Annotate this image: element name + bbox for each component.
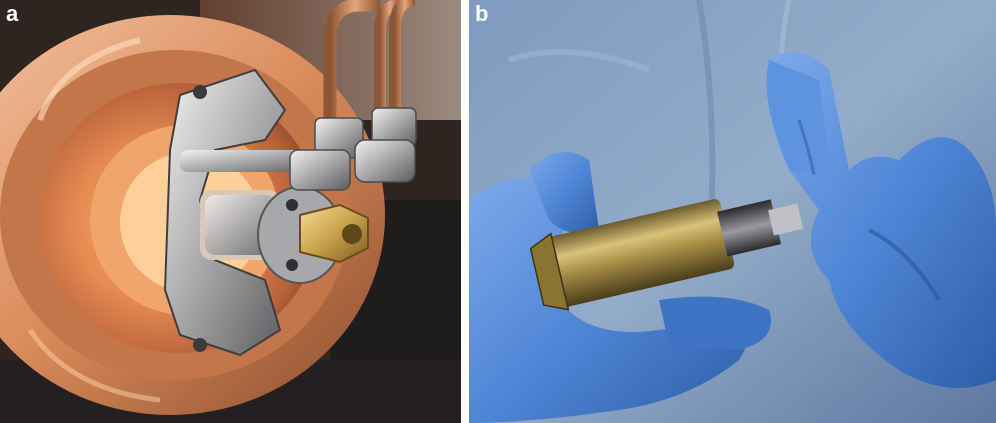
gloved-hands-brass-part-photo xyxy=(469,0,996,423)
panel-a-photo: a xyxy=(0,0,461,423)
panel-label-b: b xyxy=(475,1,489,26)
panel-label-a: a xyxy=(6,1,19,26)
copper-flange-photo xyxy=(0,0,461,423)
panel-b-photo: b xyxy=(469,0,996,423)
